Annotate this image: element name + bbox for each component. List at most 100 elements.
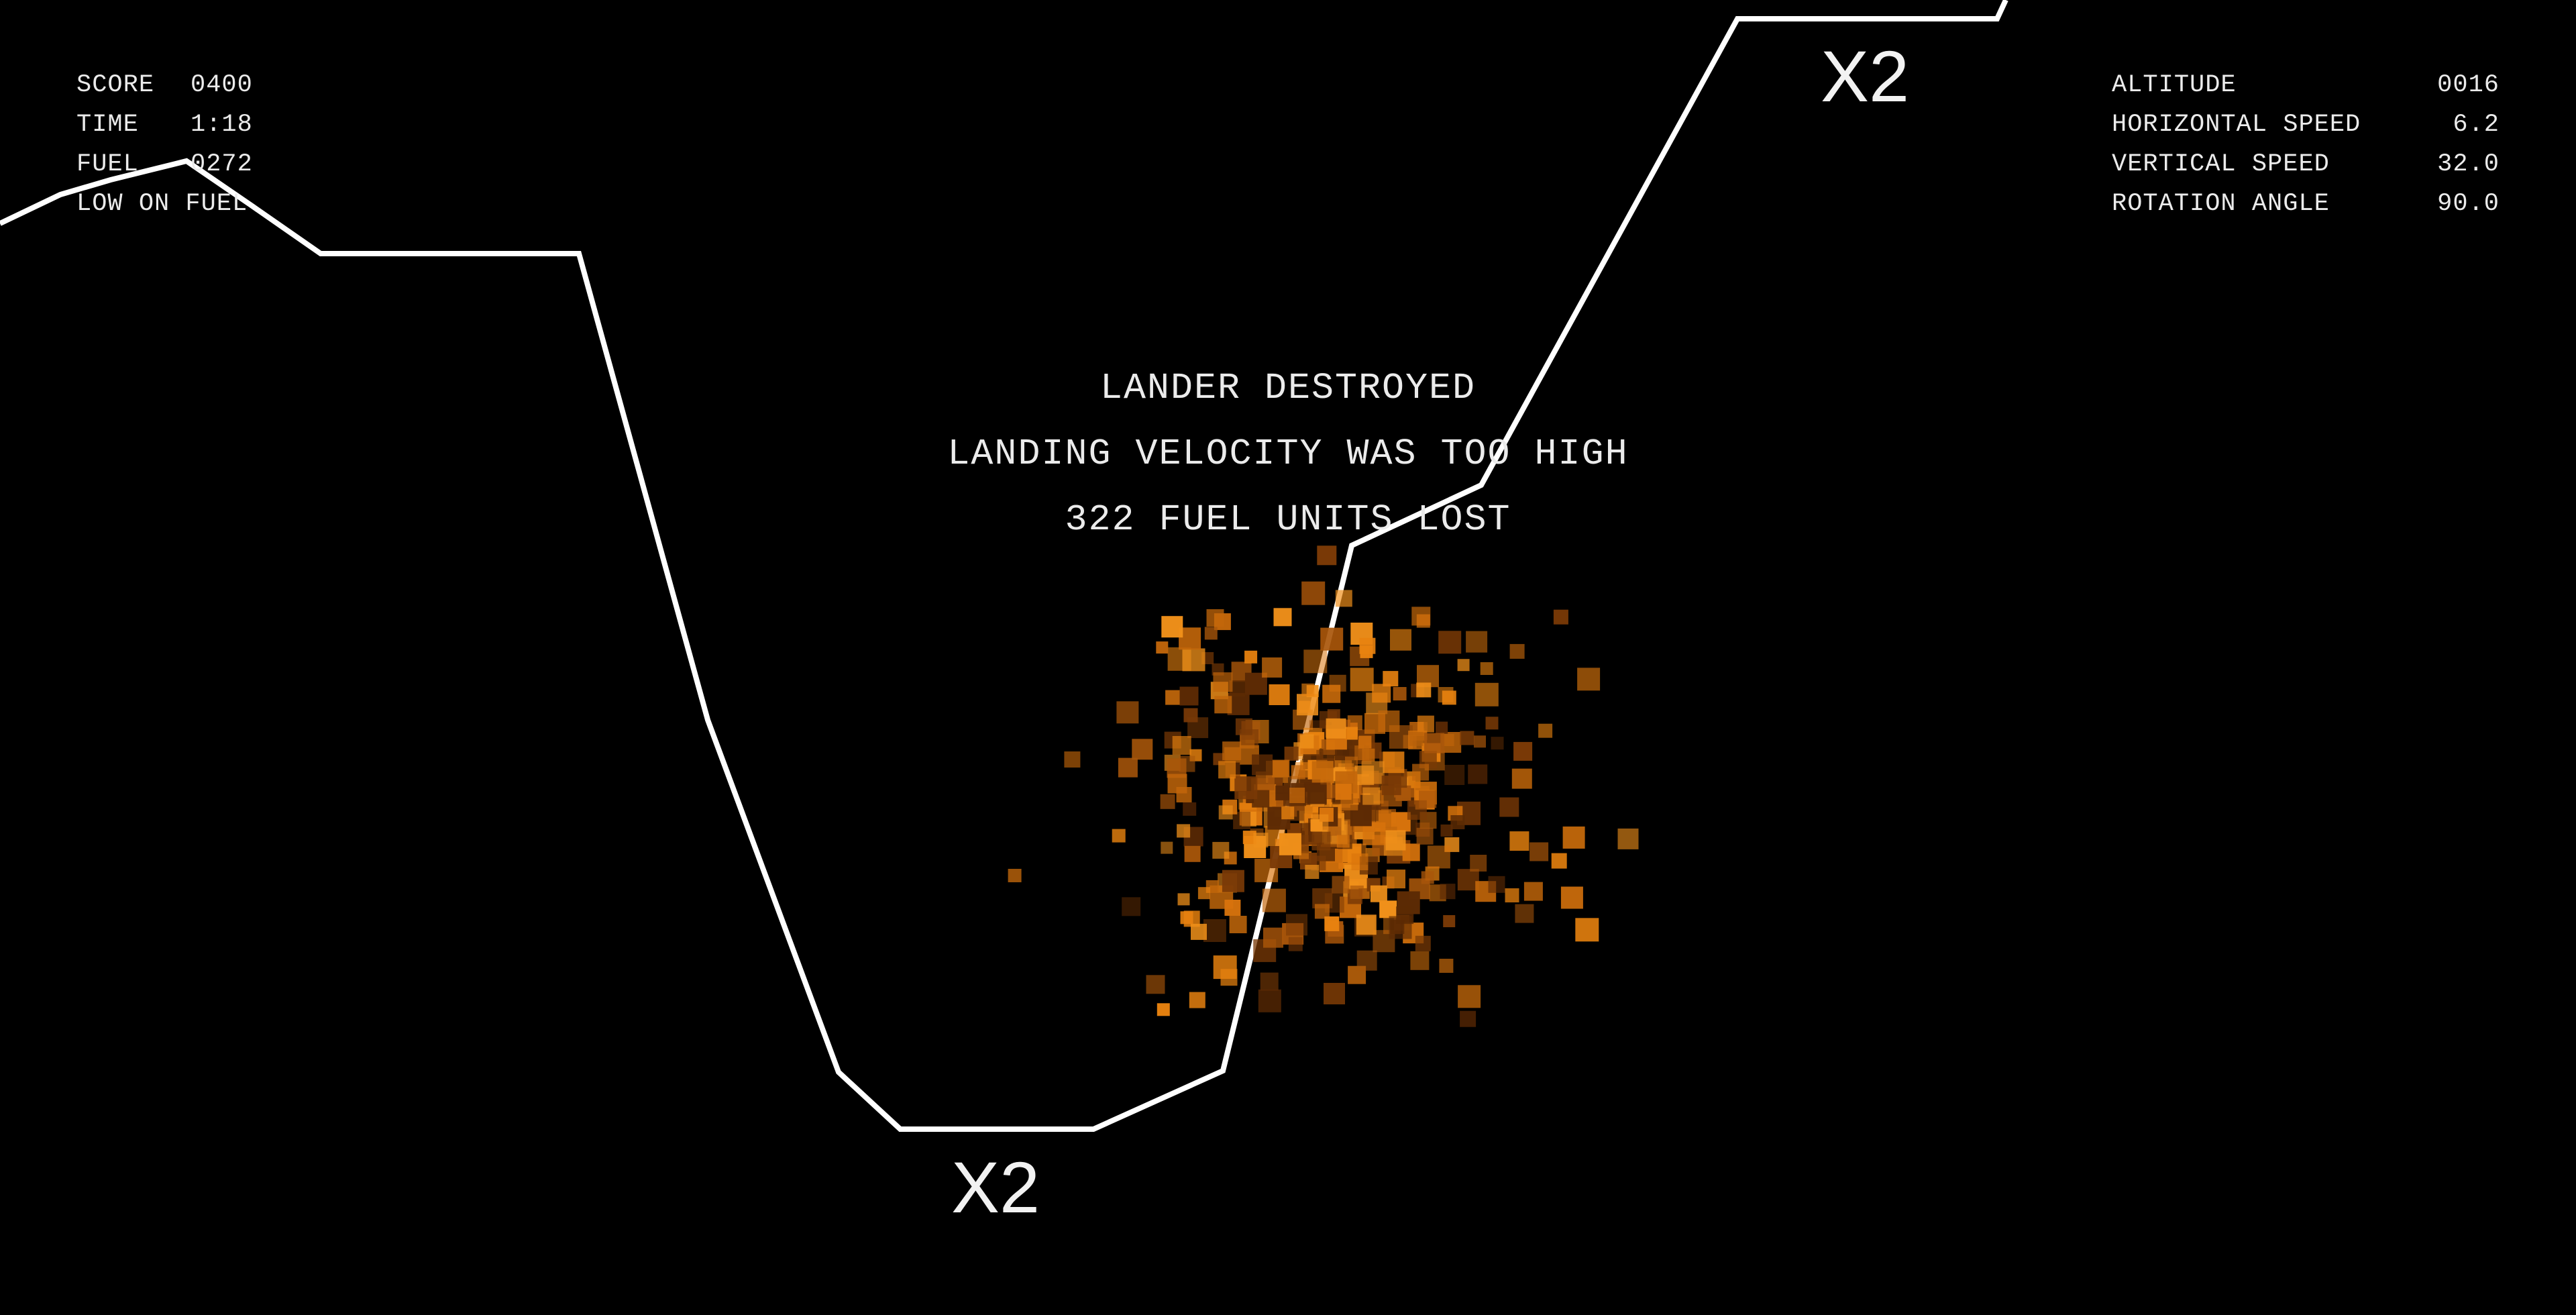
debris-particle [1160, 794, 1175, 809]
debris-particle [1460, 1010, 1477, 1027]
debris-particle [1161, 616, 1183, 638]
debris-particle [1177, 824, 1191, 838]
debris-particle [1460, 731, 1474, 745]
debris-particle [1511, 768, 1532, 789]
debris-particle [1299, 734, 1314, 749]
score-value: 0400 [191, 71, 253, 99]
debris-particle [1424, 733, 1445, 753]
debris-particle [1617, 828, 1639, 849]
vertical-speed-label: VERTICAL SPEED [2112, 150, 2330, 178]
debris-particle [1281, 806, 1295, 820]
debris-particle [1551, 853, 1567, 869]
debris-particle [1358, 735, 1372, 749]
debris-particle [1529, 842, 1549, 861]
debris-particle [1438, 631, 1462, 654]
debris-particle [1350, 668, 1374, 692]
debris-particle [1180, 911, 1193, 925]
debris-particle [1335, 590, 1352, 607]
debris-particle [1370, 885, 1387, 902]
debris-particle [1311, 831, 1331, 851]
altitude-value: 0016 [2437, 71, 2500, 99]
debris-particle [1263, 927, 1283, 948]
debris-particle [1356, 950, 1377, 971]
debris-particle [1362, 787, 1381, 805]
debris-particle [1354, 766, 1375, 786]
debris-particle [1381, 776, 1401, 796]
debris-particle [1179, 686, 1199, 706]
debris-particle [1421, 871, 1434, 884]
horizontal-speed-row: HORIZONTAL SPEED 6.2 [2112, 105, 2500, 145]
debris-particle [1485, 717, 1499, 730]
debris-particle [1350, 885, 1364, 899]
time-value: 1:18 [191, 111, 253, 139]
message-line-velocity: LANDING VELOCITY WAS TOO HIGH [947, 433, 1629, 475]
debris-particle [1356, 914, 1377, 935]
debris-particle [1491, 737, 1504, 750]
debris-particle [1311, 761, 1334, 783]
debris-particle [1262, 888, 1286, 912]
debris-particle [1336, 835, 1350, 848]
debris-particle [1233, 811, 1251, 829]
time-row: TIME 1:18 [76, 105, 253, 145]
debris-particle [1442, 690, 1456, 705]
debris-particle [1204, 627, 1218, 640]
debris-particle [1297, 694, 1318, 716]
debris-particle [1320, 627, 1344, 651]
debris-particle [1378, 711, 1400, 732]
debris-particle [1419, 790, 1437, 808]
debris-particle [1260, 972, 1279, 991]
debris-particle [1416, 614, 1430, 628]
debris-particle [1480, 662, 1493, 675]
debris-particle [1457, 659, 1470, 672]
debris-particle [1273, 608, 1292, 627]
message-line-fuel-lost: 322 FUEL UNITS LOST [1065, 498, 1511, 541]
debris-particle [1324, 916, 1340, 931]
score-row: SCORE 0400 [76, 66, 253, 105]
debris-particle [1156, 641, 1169, 654]
crash-message: LANDER DESTROYED LANDING VELOCITY WAS TO… [0, 356, 2576, 553]
debris-particle [1499, 797, 1519, 817]
rotation-angle-row: ROTATION ANGLE 90.0 [2112, 185, 2500, 224]
altitude-row: ALTITUDE 0016 [2112, 66, 2500, 105]
hud-right-panel: ALTITUDE 0016 HORIZONTAL SPEED 6.2 VERTI… [2112, 66, 2500, 224]
debris-particle [1301, 683, 1315, 696]
debris-particle [1305, 865, 1320, 879]
debris-particle [1291, 765, 1305, 780]
horizontal-speed-label: HORIZONTAL SPEED [2112, 111, 2361, 139]
hud-left-panel: SCORE 0400 TIME 1:18 FUEL 0272 LOW ON FU… [76, 66, 253, 224]
debris-particle [1324, 983, 1345, 1004]
debris-particle [1165, 690, 1181, 705]
fuel-row: FUEL 0272 [76, 145, 253, 185]
message-line-destroyed: LANDER DESTROYED [1099, 367, 1477, 409]
debris-particle [1372, 684, 1391, 703]
debris-particle [1439, 959, 1454, 973]
debris-particle [1450, 815, 1465, 829]
debris-particle [1220, 969, 1238, 986]
debris-particle [1509, 831, 1529, 851]
debris-particle [1167, 774, 1187, 794]
debris-particle [1222, 741, 1242, 761]
landing-pad-multiplier-top: X2 [1821, 36, 1910, 117]
debris-particle [1383, 671, 1399, 687]
debris-particle [1269, 684, 1290, 705]
debris-particle [1444, 765, 1465, 785]
debris-particle [1172, 736, 1191, 755]
debris-particle [1262, 657, 1283, 678]
debris-particle [1347, 715, 1362, 731]
debris-particle [1258, 989, 1281, 1012]
debris-particle [1008, 869, 1022, 882]
debris-particle [1235, 718, 1252, 735]
debris-particle [1289, 788, 1305, 803]
debris-particle [1324, 784, 1338, 798]
debris-particle [1410, 951, 1430, 970]
debris-particle [1183, 802, 1197, 816]
debris-particle [1416, 827, 1434, 845]
debris-particle [1553, 609, 1568, 625]
debris-particle [1408, 731, 1428, 749]
debris-particle [1474, 735, 1486, 748]
debris-particle [1436, 721, 1448, 734]
landing-pad-multiplier-bottom: X2 [951, 1147, 1040, 1228]
debris-particle [1354, 745, 1370, 761]
